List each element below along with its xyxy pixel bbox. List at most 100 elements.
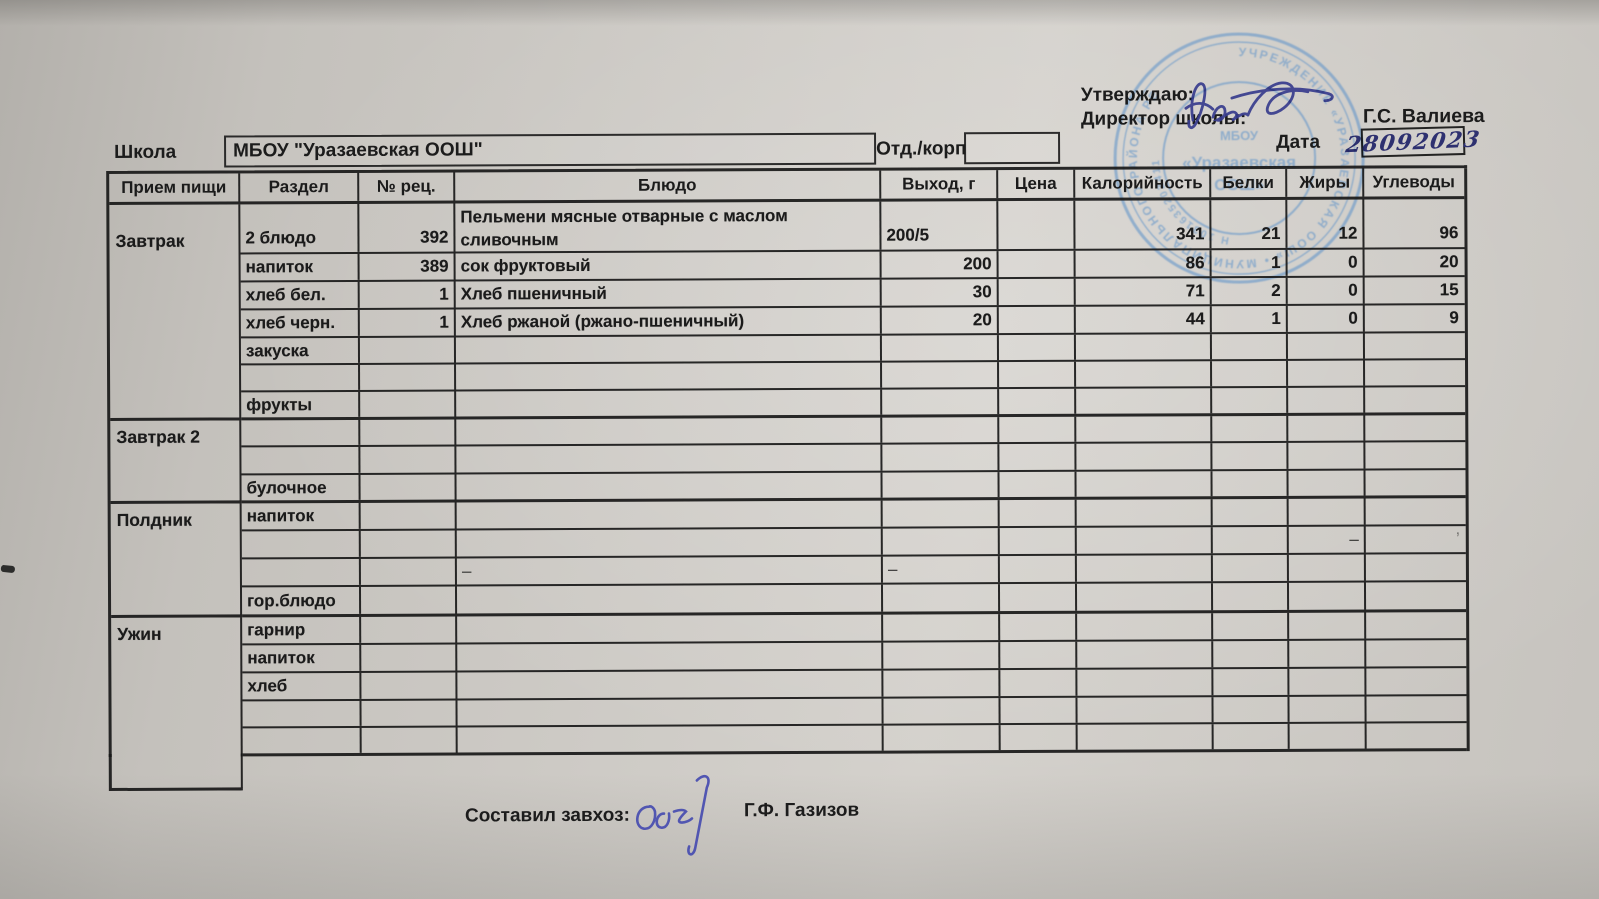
header-cell: Цена	[998, 169, 1076, 199]
cell-out	[882, 584, 1001, 612]
cell-carbs	[1366, 612, 1465, 638]
cell-carbs	[1365, 415, 1464, 440]
cell-price	[1000, 613, 1078, 641]
meal-section-cell: Ужин	[111, 617, 243, 758]
cell-fat	[1288, 498, 1366, 525]
cell-protein	[1212, 498, 1289, 526]
cell-kcal	[1077, 641, 1214, 668]
cell-protein	[1213, 696, 1290, 723]
cell-protein	[1213, 612, 1290, 640]
director-name: Г.С. Валиева	[1362, 105, 1485, 128]
cell-out	[883, 698, 1001, 724]
cell-razdel: напиток	[240, 253, 360, 281]
cell-razdel	[242, 700, 362, 727]
cell-out: 200/5	[881, 201, 999, 250]
zavkhoz-signature	[636, 774, 710, 856]
header-cell: Калорийность	[1075, 169, 1212, 198]
cell-price	[1000, 724, 1078, 751]
section-label: Полдник	[116, 509, 192, 530]
cell-kcal	[1077, 697, 1214, 723]
cell-out: 20	[881, 307, 999, 334]
cell-razdel: закуска	[240, 337, 361, 364]
cell-protein: 2	[1211, 277, 1288, 305]
cell-num	[361, 644, 458, 671]
cell-price	[999, 361, 1077, 388]
cell-fat	[1289, 723, 1367, 749]
cell-out	[882, 444, 1000, 471]
cell-razdel: булочное	[241, 474, 361, 501]
dish-line: сливочным	[460, 230, 559, 250]
cell-dish	[457, 698, 884, 726]
cell-out	[883, 642, 1001, 669]
composed-by-label: Составил завхоз:	[464, 804, 630, 827]
cell-out: 200	[881, 251, 999, 278]
cell-carbs: 15	[1439, 280, 1459, 300]
cell-dish	[457, 725, 884, 753]
cell-out	[883, 725, 1001, 751]
cell-num	[360, 364, 457, 390]
cell-price	[1000, 641, 1078, 669]
stamp-center-line1: МБОУ	[1220, 128, 1259, 143]
cell-carbs	[1366, 582, 1465, 609]
cell-num	[360, 419, 457, 445]
cell-razdel: гарнир	[242, 616, 362, 644]
meal-section-cell: Завтрак 2	[110, 420, 242, 505]
cell-protein	[1213, 723, 1290, 750]
photo-edge-mark	[0, 564, 16, 574]
cell-protein	[1212, 415, 1289, 442]
cell-fat	[1288, 582, 1367, 610]
cell-num: 1	[359, 281, 456, 308]
cell-price	[1000, 669, 1078, 697]
header-cell: Выход, г	[881, 170, 999, 199]
cell-kcal	[1076, 471, 1213, 497]
meal-section-cell: Завтрак	[109, 204, 242, 422]
cell-dish: –	[456, 556, 883, 585]
menu-table: Прием пищи Раздел № рец. Блюдо Выход, г Цена К…	[106, 165, 1470, 758]
cell-carbs: 9	[1449, 308, 1459, 328]
cell-kcal	[1076, 499, 1213, 526]
cell-dish	[455, 335, 883, 363]
cell-protein	[1211, 333, 1289, 360]
cell-fat	[1289, 668, 1367, 695]
dish-line: Пельмени мясные отварные с маслом	[460, 206, 788, 227]
cell-price	[999, 443, 1077, 471]
cell-price	[998, 250, 1076, 278]
section-label: Завтрак	[115, 230, 185, 251]
cell-protein: 21	[1211, 199, 1288, 249]
cell-kcal	[1076, 416, 1213, 442]
cell-kcal: 86	[1075, 250, 1212, 277]
cell-protein	[1212, 470, 1289, 497]
composed-by-name: Г.Ф. Газизов	[743, 799, 860, 822]
stamp-center-line2: «Уразаевская	[1182, 153, 1296, 172]
cell-fat	[1289, 612, 1367, 639]
section-label: Завтрак 2	[116, 426, 200, 447]
cell-razdel: фрукты	[241, 391, 361, 418]
cell-kcal	[1076, 583, 1214, 611]
cell-razdel: 2 блюдо	[240, 203, 360, 253]
cell-kcal	[1077, 724, 1214, 750]
cell-protein	[1212, 442, 1289, 470]
header-cell: Углеводы	[1372, 172, 1455, 192]
cell-fat	[1289, 696, 1367, 722]
cell-protein	[1212, 582, 1290, 611]
cell-protein	[1213, 640, 1290, 668]
cell-num	[361, 700, 458, 726]
cell-carbs	[1365, 333, 1464, 358]
cell-dish	[456, 444, 883, 473]
header-cell: Жиры	[1287, 168, 1365, 197]
cell-protein	[1212, 554, 1289, 582]
cell-num	[360, 558, 457, 585]
cell-fat	[1288, 442, 1366, 469]
cell-fat	[1289, 640, 1367, 667]
section-label: Ужин	[117, 623, 162, 644]
cell-fat	[1287, 333, 1366, 359]
cell-num	[360, 586, 458, 614]
cell-carbs	[1366, 668, 1465, 694]
cell-carbs	[1366, 554, 1465, 580]
cell-fat: 0	[1287, 249, 1365, 276]
cell-price	[999, 499, 1077, 527]
cell-out	[882, 362, 1000, 388]
cell-price	[999, 527, 1077, 555]
cell-price	[1000, 697, 1078, 724]
